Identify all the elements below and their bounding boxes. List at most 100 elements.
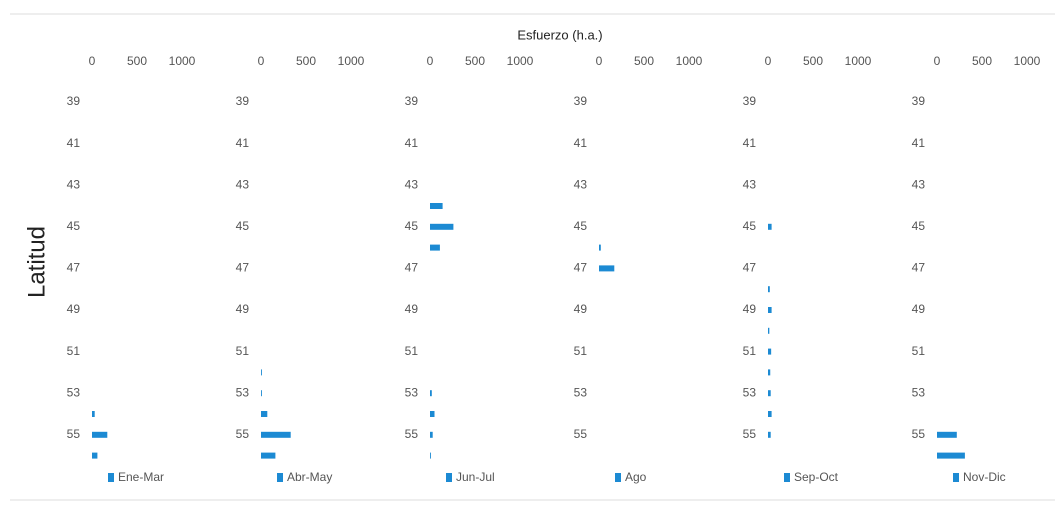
- bar: [92, 431, 108, 438]
- bar: [937, 431, 957, 438]
- y-tick-label: 47: [405, 261, 419, 275]
- x-tick-label: 0: [89, 54, 96, 68]
- y-tick-label: 53: [743, 385, 757, 399]
- y-tick-label: 47: [67, 261, 81, 275]
- x-tick-label: 0: [427, 54, 434, 68]
- x-tick-label: 1000: [676, 54, 703, 68]
- y-tick-label: 45: [236, 219, 250, 233]
- y-tick-label: 43: [743, 177, 757, 191]
- bar: [937, 452, 965, 459]
- bar: [430, 431, 433, 438]
- y-tick-label: 39: [236, 94, 250, 108]
- x-tick-label: 500: [465, 54, 485, 68]
- x-tick-label: 500: [296, 54, 316, 68]
- bar: [768, 327, 770, 334]
- y-tick-label: 53: [405, 385, 419, 399]
- bar: [261, 411, 268, 417]
- y-tick-label: 45: [743, 219, 757, 233]
- y-tick-label: 49: [574, 302, 588, 316]
- y-tick-label: 39: [405, 94, 419, 108]
- y-tick-label: 49: [912, 302, 926, 316]
- legend-label: Ago: [625, 470, 647, 484]
- y-tick-label: 49: [743, 302, 757, 316]
- y-tick-label: 51: [67, 344, 81, 358]
- x-tick-label: 1000: [845, 54, 872, 68]
- x-tick-label: 0: [596, 54, 603, 68]
- y-tick-label: 39: [743, 94, 757, 108]
- y-tick-label: 47: [912, 261, 926, 275]
- y-tick-label: 53: [67, 385, 81, 399]
- legend-label: Abr-May: [287, 470, 332, 484]
- y-tick-label: 55: [574, 427, 588, 441]
- y-tick-label: 41: [743, 136, 757, 150]
- y-tick-label: 41: [67, 136, 81, 150]
- bar: [261, 369, 262, 376]
- legend-swatch: [446, 473, 452, 482]
- bar: [92, 452, 98, 459]
- bar: [599, 244, 601, 251]
- legend-label: Jun-Jul: [456, 470, 495, 484]
- y-tick-label: 43: [912, 177, 926, 191]
- legend-label: Ene-Mar: [118, 470, 164, 484]
- x-axis-title: Esfuerzo (h.a.): [517, 27, 602, 42]
- bar: [768, 307, 772, 313]
- bar: [768, 431, 771, 438]
- y-tick-label: 53: [236, 385, 250, 399]
- y-tick-label: 49: [67, 302, 81, 316]
- y-tick-label: 49: [236, 302, 250, 316]
- y-tick-label: 55: [67, 427, 81, 441]
- legend-swatch: [615, 473, 621, 482]
- x-tick-label: 1000: [1014, 54, 1041, 68]
- y-tick-label: 53: [574, 385, 588, 399]
- bar: [599, 265, 615, 272]
- x-tick-label: 0: [934, 54, 941, 68]
- bar: [768, 286, 770, 293]
- x-tick-label: 0: [258, 54, 265, 68]
- x-tick-label: 500: [127, 54, 147, 68]
- legend-swatch: [784, 473, 790, 482]
- y-tick-label: 43: [236, 177, 250, 191]
- x-tick-label: 1000: [507, 54, 534, 68]
- x-tick-label: 0: [765, 54, 772, 68]
- legend-label: Sep-Oct: [794, 470, 839, 484]
- y-tick-label: 41: [236, 136, 250, 150]
- y-tick-label: 39: [912, 94, 926, 108]
- y-tick-label: 43: [574, 177, 588, 191]
- x-tick-label: 1000: [338, 54, 365, 68]
- y-tick-label: 51: [236, 344, 250, 358]
- y-tick-label: 51: [743, 344, 757, 358]
- legend-swatch: [953, 473, 959, 482]
- legend-label: Nov-Dic: [963, 470, 1006, 484]
- bar: [261, 452, 276, 459]
- y-tick-label: 55: [405, 427, 419, 441]
- y-tick-label: 43: [67, 177, 81, 191]
- y-tick-label: 47: [743, 261, 757, 275]
- bar: [768, 223, 772, 230]
- bar: [430, 203, 443, 209]
- bar: [430, 411, 435, 417]
- y-tick-label: 45: [405, 219, 419, 233]
- bar: [261, 431, 291, 438]
- y-tick-label: 55: [912, 427, 926, 441]
- bar: [92, 411, 95, 417]
- bar: [430, 452, 431, 459]
- y-tick-label: 51: [574, 344, 588, 358]
- y-tick-label: 55: [743, 427, 757, 441]
- x-tick-label: 1000: [169, 54, 196, 68]
- bar: [768, 390, 771, 397]
- y-tick-label: 45: [912, 219, 926, 233]
- y-tick-label: 41: [574, 136, 588, 150]
- y-tick-label: 51: [405, 344, 419, 358]
- y-tick-label: 43: [405, 177, 419, 191]
- bar: [768, 369, 771, 376]
- y-tick-label: 39: [574, 94, 588, 108]
- y-tick-label: 47: [574, 261, 588, 275]
- legend-swatch: [108, 473, 114, 482]
- y-tick-label: 47: [236, 261, 250, 275]
- bar: [261, 390, 262, 397]
- y-axis-title: Latitud: [23, 226, 50, 298]
- bar: [768, 348, 772, 355]
- y-tick-label: 55: [236, 427, 250, 441]
